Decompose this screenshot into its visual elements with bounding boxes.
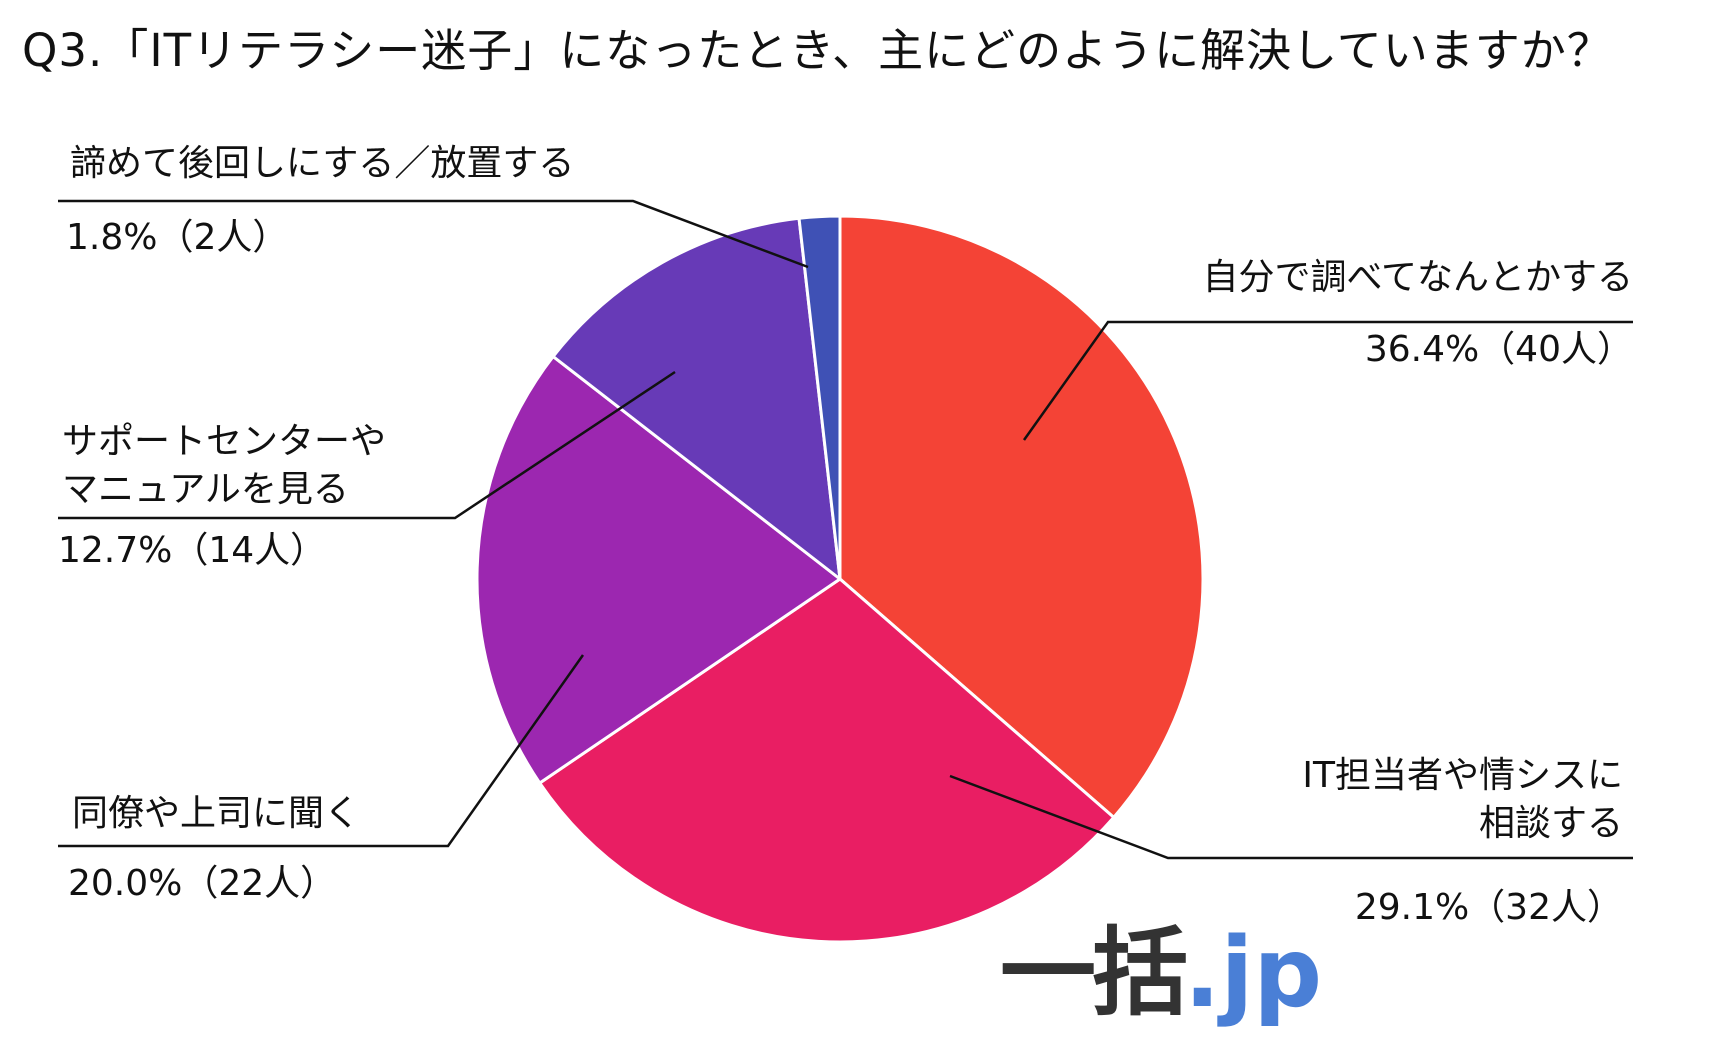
leader-line-self bbox=[1022, 320, 1633, 441]
slice-value-support: 12.7%（14人） bbox=[58, 530, 327, 571]
slice-label-self: 自分で調べてなんとかする bbox=[1202, 254, 1633, 302]
leader-line-support bbox=[58, 370, 676, 520]
slice-value-self: 36.4%（40人） bbox=[1364, 329, 1633, 370]
brand-logo: 一括.jp bbox=[1000, 925, 1322, 1021]
pie-slice-giveup bbox=[797, 214, 842, 580]
leader-line-giveup bbox=[58, 199, 809, 269]
logo-kanji: 一括 bbox=[1000, 917, 1188, 1029]
slice-value-it-dept: 29.1%（32人） bbox=[1354, 887, 1623, 928]
slice-label-it-dept: IT担当者や情シスに 相談する bbox=[1302, 752, 1623, 848]
slice-name-line-1: サポートセンターや bbox=[62, 421, 387, 462]
slice-name-line-1: IT担当者や情シスに bbox=[1302, 755, 1623, 796]
slice-label-giveup: 諦めて後回しにする／放置する bbox=[70, 140, 574, 188]
pie-slice-it-dept bbox=[537, 577, 1116, 944]
slice-name: 同僚や上司に聞く bbox=[72, 793, 361, 834]
pie-slice-self bbox=[838, 214, 1205, 820]
slice-value-colleague: 20.0%（22人） bbox=[68, 863, 337, 904]
slice-label-colleague: 同僚や上司に聞く bbox=[72, 790, 360, 838]
leader-line-colleague bbox=[58, 654, 585, 848]
slice-name: 諦めて後回しにする／放置する bbox=[70, 143, 575, 184]
leader-line-it-dept bbox=[949, 774, 1633, 860]
slice-name: 自分で調べてなんとかする bbox=[1202, 257, 1633, 298]
slice-name-line-2: 相談する bbox=[1478, 803, 1623, 844]
chart-title: Q3.「ITリテラシー迷子」になったとき、主にどのように解決していますか？ bbox=[22, 24, 1613, 77]
slice-name-line-2: マニュアルを見る bbox=[62, 469, 349, 510]
pie-slice-support bbox=[551, 216, 842, 583]
logo-suffix: .jp bbox=[1184, 917, 1323, 1029]
slice-label-support: サポートセンターや マニュアルを見る bbox=[62, 418, 386, 514]
slice-value-giveup: 1.8%（2人） bbox=[66, 217, 289, 258]
